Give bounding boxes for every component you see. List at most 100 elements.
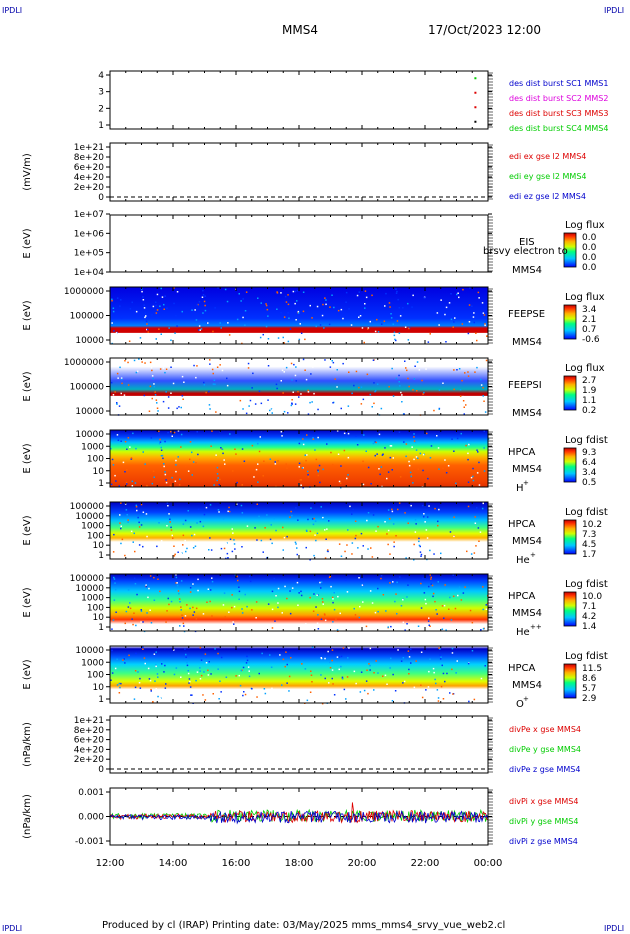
p6-pixel (304, 454, 306, 456)
p4-pixel (116, 297, 119, 299)
p6-pixel (241, 484, 243, 486)
p7-pixel (159, 546, 161, 548)
p8-pixel (480, 629, 482, 631)
p4-pixel (361, 327, 364, 329)
p2-ytick-label: 6e+20 (74, 163, 105, 173)
p5-pixel (121, 378, 123, 381)
p4-pixel (217, 287, 219, 289)
p9-pixel (324, 657, 326, 660)
p4-pixel (224, 288, 227, 291)
p6-pixel (392, 457, 394, 459)
p9-pixel (440, 656, 442, 658)
p8-pixel (142, 621, 144, 623)
p5-pixel (211, 368, 214, 371)
p9-pixel (456, 660, 458, 662)
p9-pixel (355, 682, 357, 685)
p5-pixel (165, 368, 168, 370)
p5-pixel (476, 366, 478, 369)
p8-pixel (238, 590, 241, 593)
p9-pixel (389, 667, 391, 669)
p7-pixel (327, 550, 329, 553)
p8-pixel (382, 624, 384, 626)
p4-pixel (131, 301, 133, 304)
p6-pixel (356, 444, 359, 446)
p8-pixel (193, 611, 196, 613)
p6-pixel (167, 431, 169, 434)
p8-pixel (432, 595, 434, 598)
p7-pixel (392, 523, 395, 525)
p6-pixel (189, 441, 192, 443)
p4-pixel (242, 316, 244, 319)
p7-pixel (307, 518, 309, 521)
p6-pixel (269, 458, 272, 460)
p8-pixel (387, 626, 389, 628)
p7-pixel (254, 527, 256, 529)
p3-colorbar-tick: 0.0 (582, 243, 597, 253)
p9-pixel (220, 691, 222, 693)
p8-pixel (458, 586, 461, 588)
p8-pixel (441, 628, 444, 630)
p4-pixel (139, 337, 142, 339)
p9-pixel (239, 684, 242, 687)
p4-pixel (135, 310, 138, 313)
p8-pixel (206, 601, 208, 603)
p2-ytick-label: 4e+20 (74, 173, 105, 183)
p9-pixel (386, 683, 388, 685)
p5-pixel (116, 403, 118, 405)
p7-pixel (150, 556, 152, 558)
p8-pixel (377, 587, 379, 590)
p9-pixel (436, 689, 439, 691)
p9-pixel (377, 672, 379, 674)
p9-pixel (390, 657, 392, 660)
p8-pixel (113, 576, 115, 579)
p8-pixel (369, 590, 372, 592)
p9-pixel (468, 700, 470, 703)
p7-pixel (309, 530, 312, 533)
p5-pixel (453, 369, 455, 371)
p7-pixel (338, 543, 341, 545)
p8-pixel (482, 608, 484, 611)
p7-pixel (428, 505, 430, 507)
p5-pixel (221, 369, 224, 372)
p6-pixel (405, 443, 408, 445)
p9-pixel (332, 683, 334, 685)
p7-pixel (132, 541, 134, 543)
p7-pixel (171, 534, 173, 537)
p6-pixel (132, 432, 134, 435)
p9-pixel (134, 686, 137, 689)
p7-pixel (326, 528, 328, 530)
p5-pixel (212, 372, 214, 375)
p4-pixel (276, 292, 279, 294)
p8-pixel (241, 612, 244, 614)
p6-pixel (476, 449, 478, 451)
p5-pixel (401, 401, 403, 403)
p7-pixel (354, 520, 357, 522)
p8-pixel (396, 613, 398, 615)
p6-pixel (413, 436, 415, 438)
p9-pixel (191, 697, 194, 699)
p9-pixel (348, 647, 350, 649)
p10-ylabel: (nPa/km) (22, 722, 33, 767)
p9-pixel (135, 652, 137, 655)
p8-pixel (436, 613, 438, 615)
p8-pixel (425, 602, 427, 605)
p7-pixel (146, 535, 148, 538)
p7-pixel (404, 512, 406, 514)
p5-instrument-label: FEEPSI (508, 380, 542, 391)
p5-pixel (239, 399, 242, 402)
p9-pixel (148, 678, 151, 680)
p4-pixel (319, 324, 322, 326)
p9-pixel (408, 656, 411, 658)
p4-pixel (159, 305, 161, 307)
p4-pixel (367, 327, 370, 329)
p7-pixel (419, 551, 422, 553)
p9-pixel (207, 674, 210, 676)
p5-pixel (311, 401, 313, 403)
p4-pixel (299, 323, 301, 325)
p4-pixel (194, 309, 196, 311)
p7-pixel (310, 507, 312, 509)
p8-pixel (180, 606, 182, 608)
p6-pixel (360, 484, 362, 487)
p5-pixel (390, 400, 393, 402)
